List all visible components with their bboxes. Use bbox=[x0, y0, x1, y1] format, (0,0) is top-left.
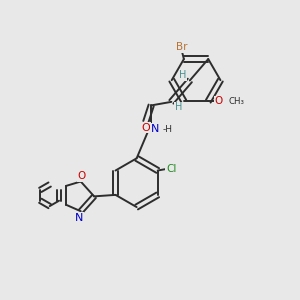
Text: N: N bbox=[151, 124, 159, 134]
Text: Br: Br bbox=[176, 42, 188, 52]
Text: CH₃: CH₃ bbox=[228, 97, 244, 106]
Text: O: O bbox=[142, 123, 150, 133]
Text: N: N bbox=[75, 213, 83, 223]
Text: O: O bbox=[214, 96, 223, 106]
Text: H: H bbox=[179, 70, 187, 80]
Text: O: O bbox=[77, 171, 86, 181]
Text: -H: -H bbox=[163, 125, 172, 134]
Text: Cl: Cl bbox=[166, 164, 177, 174]
Text: H: H bbox=[175, 102, 182, 112]
